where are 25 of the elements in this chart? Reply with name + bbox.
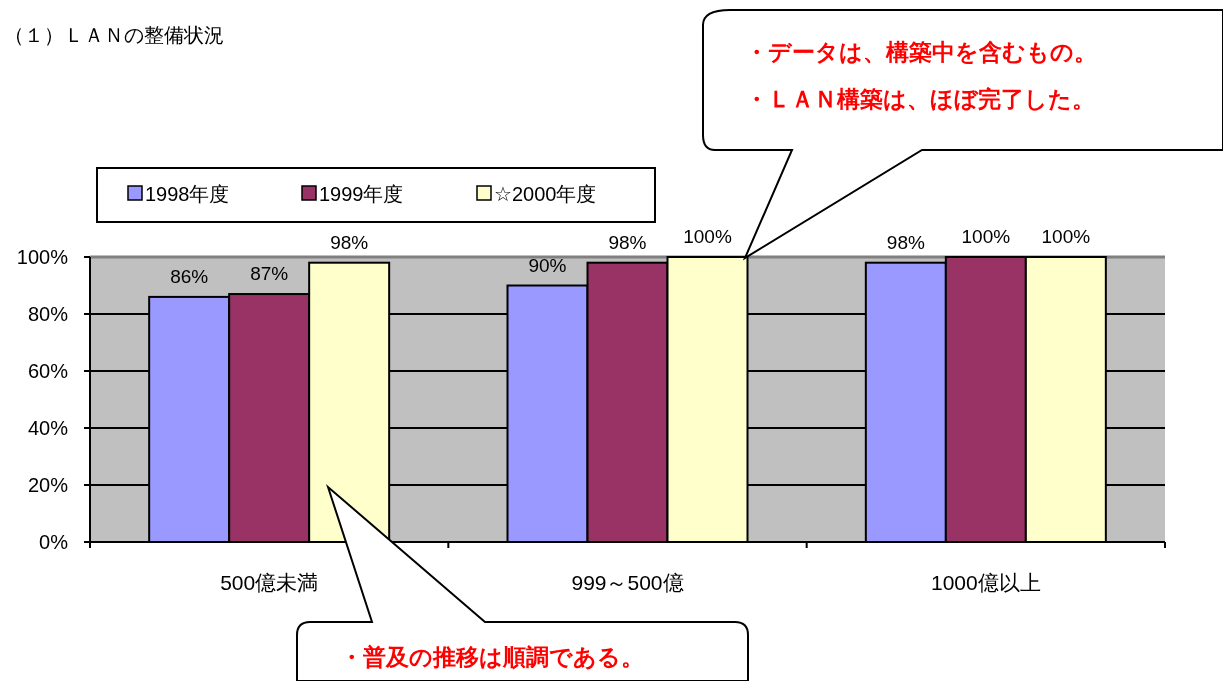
data-label: 98% xyxy=(608,231,647,253)
legend-label: 1999年度 xyxy=(319,183,404,205)
y-tick-label: 40% xyxy=(27,417,69,439)
data-label: 87% xyxy=(250,263,289,285)
x-tick-label: 999～500億 xyxy=(571,571,684,594)
x-tick-label: 1000億以上 xyxy=(930,571,1041,594)
y-tick-label: 100% xyxy=(16,246,69,268)
data-label: 86% xyxy=(170,265,209,287)
x-tick-label: 500億未満 xyxy=(220,571,319,594)
y-tick-label: 0% xyxy=(39,531,69,553)
data-label: 100% xyxy=(1041,226,1091,247)
data-label: 90% xyxy=(528,254,567,276)
y-tick-label: 60% xyxy=(27,360,69,382)
legend-label: 1998年度 xyxy=(145,183,230,205)
y-tick-label: 20% xyxy=(27,474,69,496)
data-label: 100% xyxy=(961,226,1011,247)
chart-title: （１）ＬＡＮの整備状況 xyxy=(4,24,224,46)
text: ・データは、構築中を含むもの。 xyxy=(745,39,1097,65)
data-label: 98% xyxy=(330,231,369,253)
data-label: 100% xyxy=(683,226,732,247)
data-label: 98% xyxy=(886,231,925,253)
y-tick-label: 80% xyxy=(27,303,69,325)
legend-label: ☆2000年度 xyxy=(494,183,597,205)
text: ・ＬＡＮ構築は、ほぼ完了した。 xyxy=(745,86,1095,112)
text: ・普及の推移は順調である。 xyxy=(340,644,644,670)
